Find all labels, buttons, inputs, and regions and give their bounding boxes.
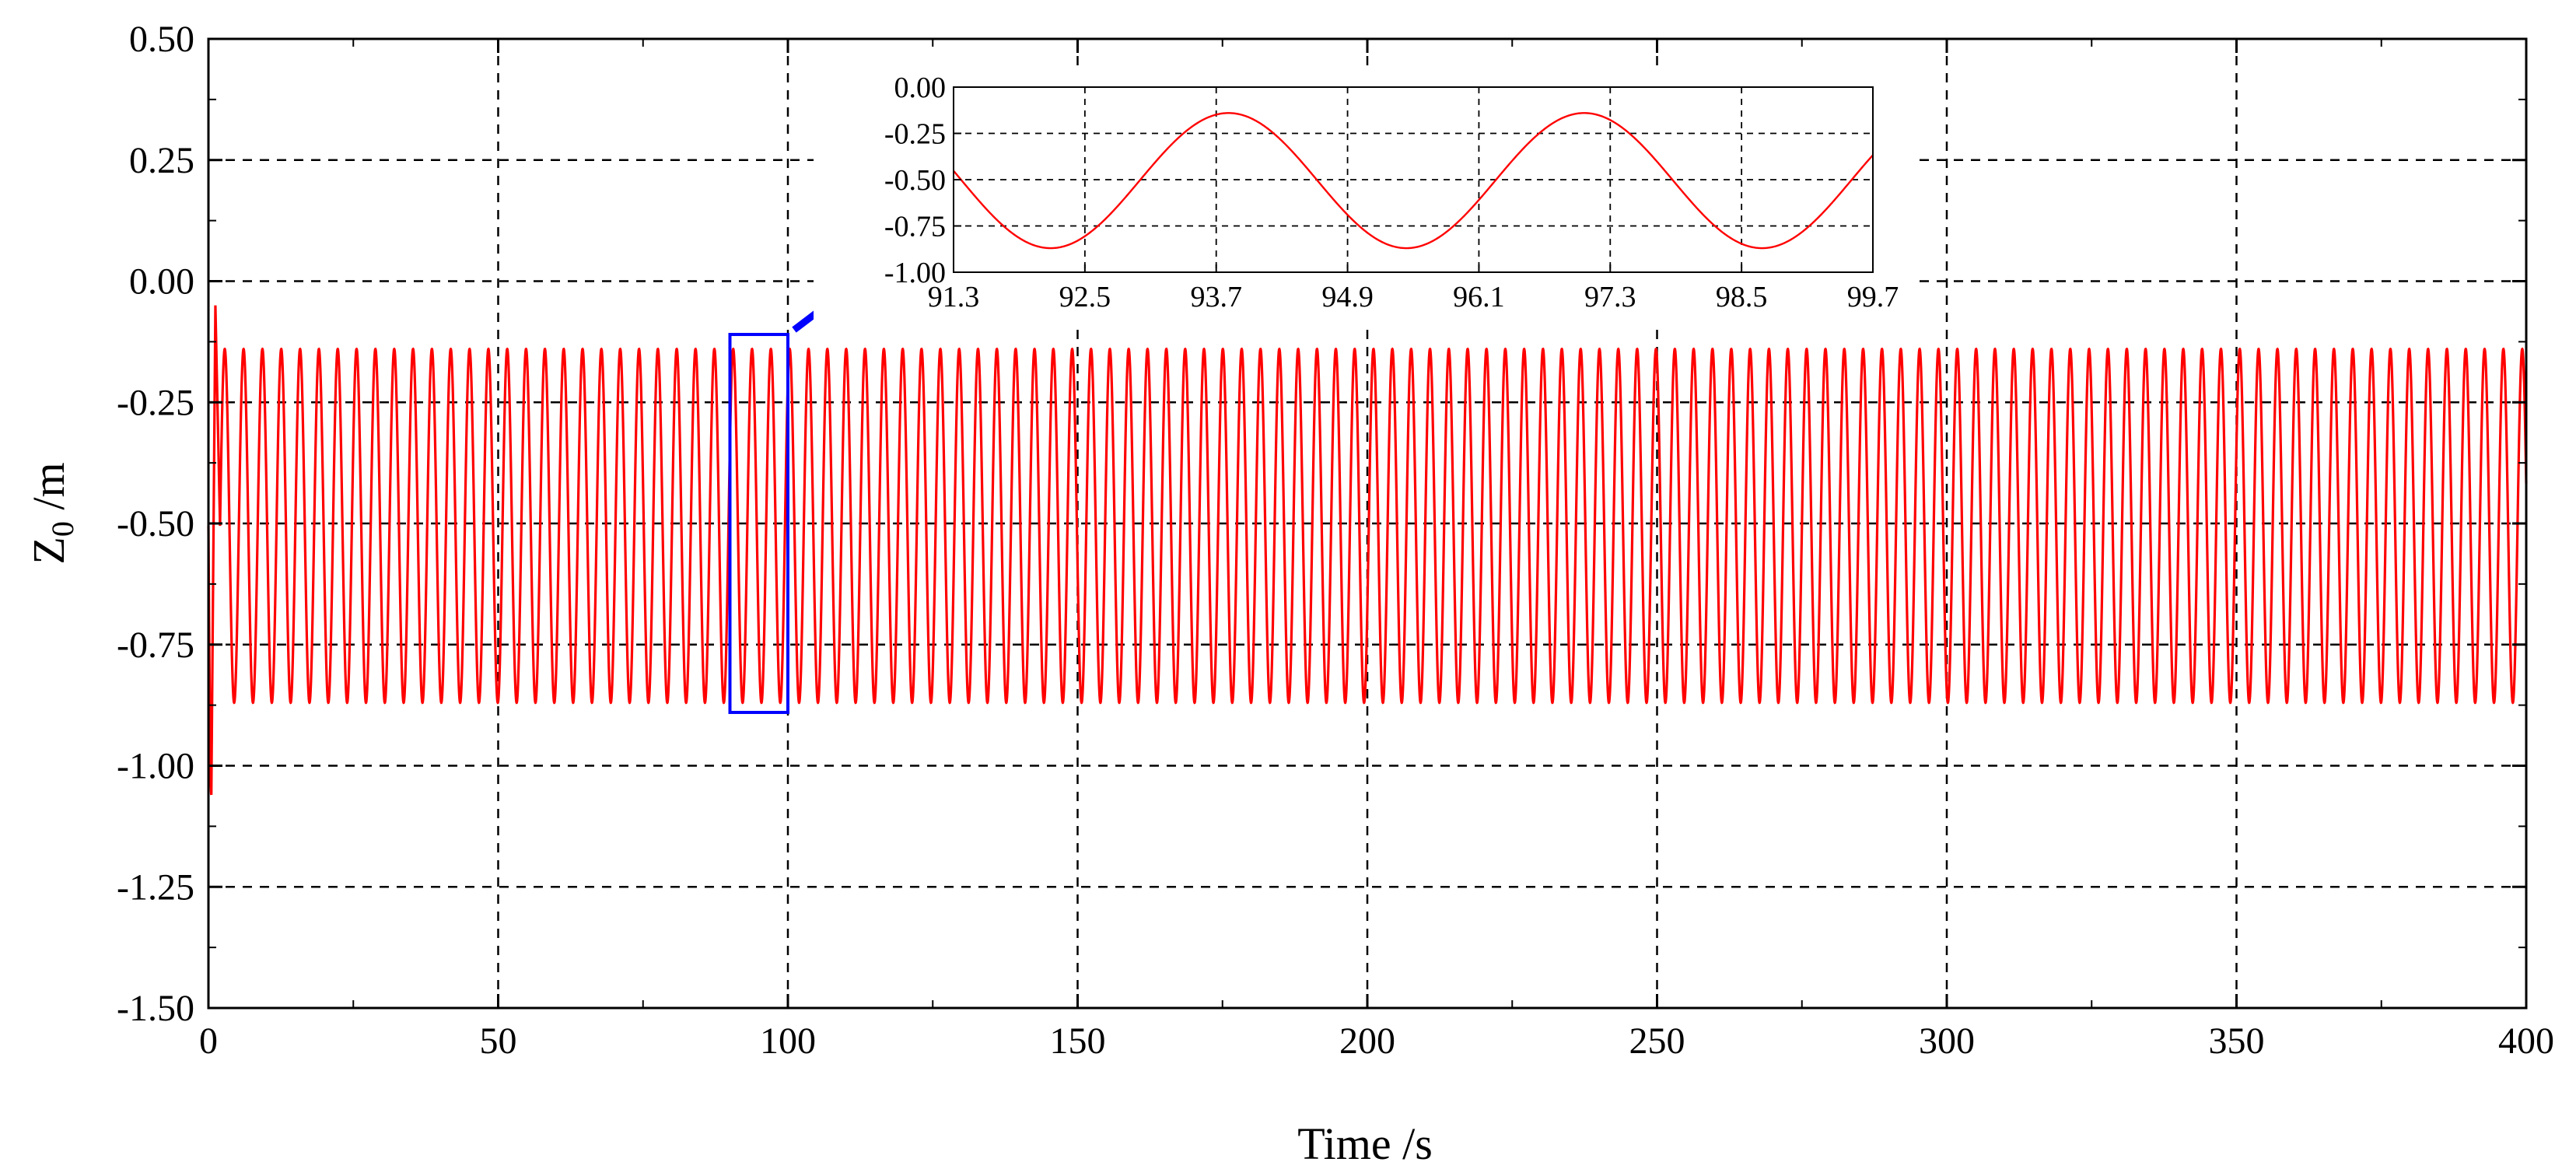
inset-y-tick-label: -0.25 xyxy=(884,118,946,151)
inset-x-tick-label: 92.5 xyxy=(1059,281,1111,313)
y-tick-label: -0.50 xyxy=(117,503,194,544)
x-tick-label: 150 xyxy=(1050,1020,1106,1062)
inset-background xyxy=(814,72,1920,327)
y-axis-subscript: 0 xyxy=(45,521,80,537)
y-tick-label: -1.50 xyxy=(117,988,194,1029)
y-tick-label: 0.50 xyxy=(129,19,194,60)
x-axis-title: Time /s xyxy=(1297,1118,1433,1169)
inset-ticks xyxy=(953,86,1874,273)
inset-x-tick-label: 97.3 xyxy=(1584,281,1636,313)
x-tick-label: 50 xyxy=(480,1020,517,1062)
inset-chart: 0.00 -0.25 -0.50 -0.75 -1.00 91.3 92.5 93.7 94.… xyxy=(814,72,1920,327)
inset-series-line xyxy=(953,112,1874,250)
x-tick-labels: 0 50 100 150 200 250 300 350 400 xyxy=(199,1020,2554,1062)
zoom-box xyxy=(728,333,789,714)
y-tick-label: -0.25 xyxy=(117,382,194,423)
inset-x-tick-labels: 91.3 92.5 93.7 94.9 96.1 97.3 98.5 99.7 xyxy=(928,281,1899,313)
inset-x-tick-label: 98.5 xyxy=(1716,281,1768,313)
y-tick-labels: 0.50 0.25 0.00 -0.25 -0.50 -0.75 -1.00 -1.25 -1.… xyxy=(117,19,194,1029)
main-ticks xyxy=(207,37,2528,1010)
x-tick-label: 300 xyxy=(1919,1020,1975,1062)
inset-series xyxy=(953,112,1874,250)
inset-x-tick-label: 91.3 xyxy=(928,281,980,313)
y-tick-label: 0.25 xyxy=(129,140,194,181)
y-tick-label: -0.75 xyxy=(117,625,194,666)
inset-x-tick-label: 96.1 xyxy=(1453,281,1505,313)
inset-x-tick-label: 94.9 xyxy=(1321,281,1374,313)
inset-grid xyxy=(954,87,1873,272)
x-tick-label: 100 xyxy=(760,1020,816,1062)
inset-y-tick-label: -0.75 xyxy=(884,211,946,243)
z0-series-line xyxy=(207,305,2528,796)
x-tick-label: 0 xyxy=(199,1020,218,1062)
inset-y-tick-label: -0.50 xyxy=(884,164,946,197)
y-axis-unit: /m xyxy=(23,462,74,521)
inset-y-tick-labels: 0.00 -0.25 -0.50 -0.75 -1.00 xyxy=(884,72,946,289)
inset-x-tick-label: 99.7 xyxy=(1847,281,1899,313)
inset-x-tick-label: 93.7 xyxy=(1190,281,1242,313)
x-tick-label: 400 xyxy=(2498,1020,2554,1062)
y-tick-label: -1.25 xyxy=(117,866,194,908)
inset-y-tick-label: -1.00 xyxy=(884,257,946,289)
x-tick-label: 250 xyxy=(1629,1020,1685,1062)
y-tick-label: 0.00 xyxy=(129,261,194,303)
main-series xyxy=(207,305,2528,796)
y-axis-title: Z0 /m xyxy=(23,462,80,564)
inset-y-tick-label: 0.00 xyxy=(894,72,947,104)
x-tick-label: 350 xyxy=(2209,1020,2265,1062)
y-axis-symbol: Z xyxy=(23,537,74,564)
y-tick-label: -1.00 xyxy=(117,746,194,787)
x-tick-label: 200 xyxy=(1339,1020,1395,1062)
